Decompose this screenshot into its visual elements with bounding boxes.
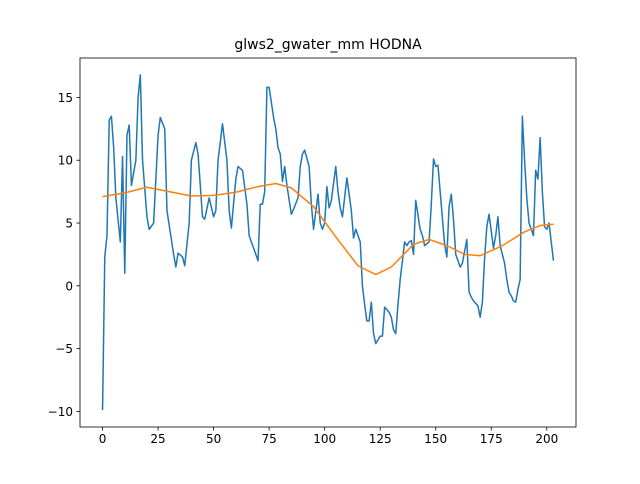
x-tick-label: 200 — [535, 432, 558, 446]
x-tick-label: 75 — [261, 432, 276, 446]
x-tick-label: 150 — [424, 432, 447, 446]
line-series — [101, 74, 555, 411]
line-series — [102, 182, 554, 276]
y-tick-label: 10 — [58, 154, 73, 168]
x-tick-label: 125 — [369, 432, 392, 446]
y-tick-label: −5 — [55, 342, 73, 356]
plot-frame — [79, 57, 577, 428]
y-tick-label: 15 — [58, 91, 73, 105]
x-tick-label: 25 — [150, 432, 165, 446]
x-tick-label: 50 — [206, 432, 221, 446]
chart-title: glws2_gwater_mm HODNA — [234, 37, 422, 53]
x-tick-label: 175 — [480, 432, 503, 446]
x-tick-label: 0 — [99, 432, 107, 446]
y-tick-label: −10 — [48, 405, 73, 419]
x-tick-label: 100 — [313, 432, 336, 446]
y-tick-label: 0 — [65, 279, 73, 293]
y-tick-label: 5 — [65, 217, 73, 231]
